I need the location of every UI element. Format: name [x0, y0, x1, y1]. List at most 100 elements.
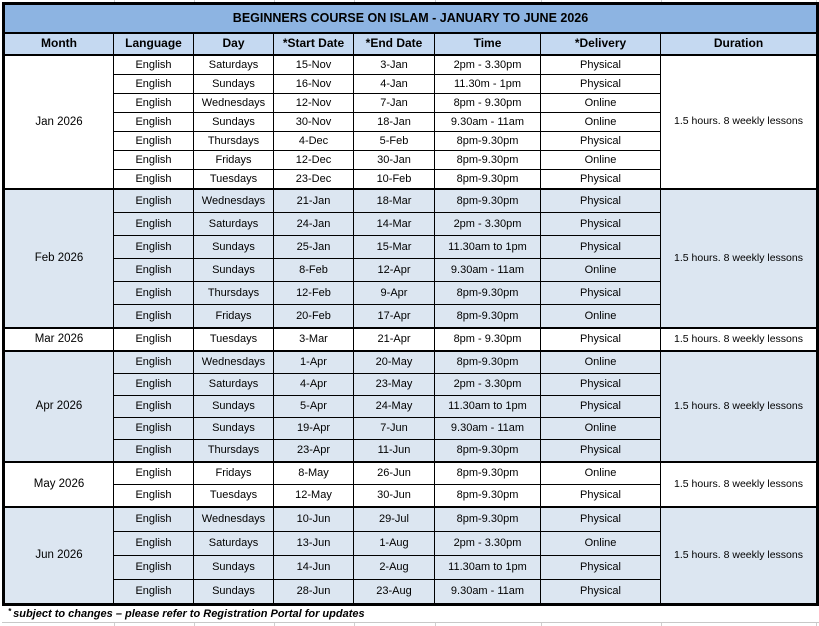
delivery-cell: Physical: [540, 327, 661, 352]
table-row: Apr 2026 English Wednesdays 1-Apr 20-May 8pm-…: [3, 350, 818, 463]
language-cell: English: [113, 484, 194, 508]
delivery-cell: Online: [540, 417, 661, 440]
time-cell: 8pm - 9.30pm: [434, 327, 541, 352]
language-cell: English: [113, 373, 194, 396]
start-date-cell: 1-Apr: [273, 350, 354, 374]
end-date-cell: 29-Jul: [353, 506, 435, 532]
time-cell: 8pm-9.30pm: [434, 169, 541, 190]
time-cell: 8pm - 9.30pm: [434, 93, 541, 113]
table-row: Jan 2026 English Saturdays 15-Nov 3-Jan 2pm -…: [3, 54, 818, 190]
end-date-cell: 7-Jan: [353, 93, 435, 113]
language-cell: English: [113, 506, 194, 532]
day-cell: Saturdays: [193, 54, 274, 75]
delivery-cell: Physical: [540, 235, 661, 259]
time-cell: 8pm-9.30pm: [434, 439, 541, 463]
language-cell: English: [113, 188, 194, 213]
end-date-cell: 23-May: [353, 373, 435, 396]
column-header-start-date: *Start Date: [273, 32, 354, 56]
end-date-cell: 1-Aug: [353, 531, 435, 556]
delivery-cell: Online: [540, 93, 661, 113]
time-cell: 11.30am to 1pm: [434, 555, 541, 580]
start-date-cell: 8-May: [273, 461, 354, 485]
delivery-cell: Physical: [540, 373, 661, 396]
delivery-cell: Physical: [540, 395, 661, 418]
end-date-cell: 21-Apr: [353, 327, 435, 352]
time-cell: 2pm - 3.30pm: [434, 373, 541, 396]
day-cell: Thursdays: [193, 281, 274, 305]
start-date-cell: 20-Feb: [273, 304, 354, 329]
day-cell: Sundays: [193, 555, 274, 580]
time-cell: 9.30am - 11am: [434, 417, 541, 440]
end-date-cell: 7-Jun: [353, 417, 435, 440]
time-cell: 2pm - 3.30pm: [434, 54, 541, 75]
time-cell: 11.30am to 1pm: [434, 235, 541, 259]
table-row: English Sundays 19-Apr 7-Jun 9.30am - 11am On…: [4, 417, 818, 440]
day-cell: Saturdays: [193, 212, 274, 236]
column-header-language: Language: [113, 32, 194, 56]
delivery-cell: Physical: [540, 131, 661, 151]
language-cell: English: [113, 304, 194, 329]
language-cell: English: [113, 281, 194, 305]
start-date-cell: 4-Apr: [273, 373, 354, 396]
day-cell: Saturdays: [193, 531, 274, 556]
table-title: BEGINNERS COURSE ON ISLAM - JANUARY TO J…: [3, 3, 818, 34]
day-cell: Tuesdays: [193, 327, 274, 352]
month-cell: May 2026: [3, 461, 114, 508]
end-date-cell: 10-Feb: [353, 169, 435, 190]
language-cell: English: [113, 258, 194, 282]
end-date-cell: 18-Jan: [353, 112, 435, 132]
end-date-cell: 23-Aug: [353, 579, 435, 605]
end-date-cell: 24-May: [353, 395, 435, 418]
table-row: Mar 2026 English Tuesdays 3-Mar 21-Apr 8pm - …: [3, 327, 818, 352]
language-cell: English: [113, 131, 194, 151]
language-cell: English: [113, 350, 194, 374]
delivery-cell: Physical: [540, 212, 661, 236]
footnote-asterisk: *: [8, 606, 12, 616]
end-date-cell: 30-Jun: [353, 484, 435, 508]
delivery-cell: Physical: [540, 439, 661, 463]
language-cell: English: [113, 235, 194, 259]
start-date-cell: 12-Dec: [273, 150, 354, 170]
start-date-cell: 5-Apr: [273, 395, 354, 418]
end-date-cell: 9-Apr: [353, 281, 435, 305]
language-cell: English: [113, 93, 194, 113]
start-date-cell: 4-Dec: [273, 131, 354, 151]
end-date-cell: 2-Aug: [353, 555, 435, 580]
language-cell: English: [113, 461, 194, 485]
delivery-cell: Physical: [540, 188, 661, 213]
day-cell: Sundays: [193, 258, 274, 282]
delivery-cell: Physical: [540, 74, 661, 94]
time-cell: 11.30m - 1pm: [434, 74, 541, 94]
delivery-cell: Physical: [540, 169, 661, 190]
month-cell: Feb 2026: [3, 188, 114, 329]
table-row: English Sundays 30-Nov 18-Jan 9.30am - 11am O…: [4, 112, 818, 132]
delivery-cell: Online: [540, 461, 661, 485]
delivery-cell: Online: [540, 531, 661, 556]
start-date-cell: 10-Jun: [273, 506, 354, 532]
table-title-row: BEGINNERS COURSE ON ISLAM - JANUARY TO J…: [3, 3, 818, 34]
language-cell: English: [113, 112, 194, 132]
month-cell: Jan 2026: [3, 54, 114, 190]
end-date-cell: 18-Mar: [353, 188, 435, 213]
delivery-cell: Physical: [540, 506, 661, 532]
language-cell: English: [113, 417, 194, 440]
table-row: May 2026 English Fridays 8-May 26-Jun 8pm-9.3…: [3, 461, 818, 508]
table-row: English Sundays 16-Nov 4-Jan 11.30m - 1pm Phy…: [4, 74, 818, 94]
day-cell: Wednesdays: [193, 506, 274, 532]
end-date-cell: 3-Jan: [353, 54, 435, 75]
start-date-cell: 28-Jun: [273, 579, 354, 605]
time-cell: 8pm-9.30pm: [434, 131, 541, 151]
day-cell: Saturdays: [193, 373, 274, 396]
table-row: English Sundays 8-Feb 12-Apr 9.30am - 11am On…: [4, 258, 818, 282]
time-cell: 8pm-9.30pm: [434, 506, 541, 532]
language-cell: English: [113, 74, 194, 94]
end-date-cell: 12-Apr: [353, 258, 435, 282]
duration-cell: 1.5 hours. 8 weekly lessons: [660, 506, 818, 605]
day-cell: Wednesdays: [193, 350, 274, 374]
language-cell: English: [113, 150, 194, 170]
language-cell: English: [113, 439, 194, 463]
start-date-cell: 12-May: [273, 484, 354, 508]
end-date-cell: 5-Feb: [353, 131, 435, 151]
day-cell: Sundays: [193, 395, 274, 418]
